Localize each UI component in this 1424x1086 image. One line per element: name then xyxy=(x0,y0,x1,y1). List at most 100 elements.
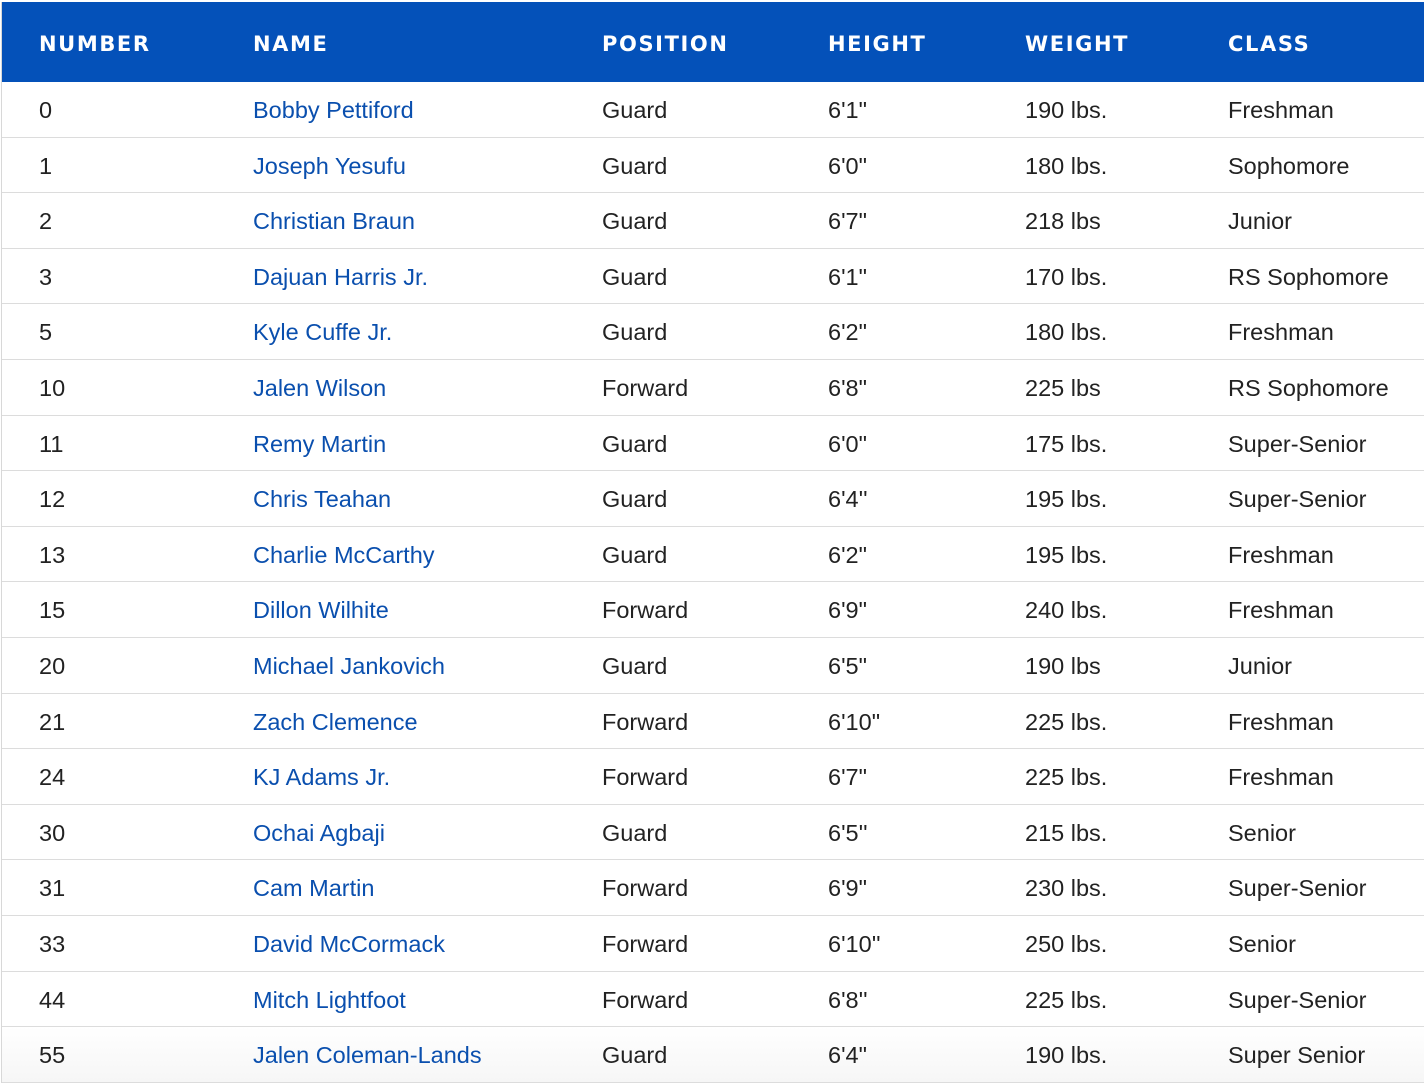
cell-weight: 218 lbs xyxy=(1025,208,1101,235)
cell-weight: 225 lbs xyxy=(1025,374,1101,401)
cell-weight: 215 lbs. xyxy=(1025,819,1108,846)
cell-height: 6'8" xyxy=(828,374,867,401)
cell-number: 31 xyxy=(39,875,66,902)
column-header-weight: WEIGHT xyxy=(1025,32,1130,56)
cell-position: Guard xyxy=(602,319,668,346)
cell-height: 6'7" xyxy=(828,764,867,791)
cell-position: Forward xyxy=(602,986,689,1013)
player-name-link[interactable]: Cam Martin xyxy=(253,875,375,902)
cell-weight: 240 lbs. xyxy=(1025,597,1108,624)
player-name-link[interactable]: Remy Martin xyxy=(253,430,387,457)
table-header: NUMBER NAME POSITION HEIGHT WEIGHT CLASS xyxy=(2,2,1424,82)
cell-class: Freshman xyxy=(1228,764,1334,791)
player-name-link[interactable]: Ochai Agbaji xyxy=(253,819,385,846)
cell-class: Super-Senior xyxy=(1228,986,1367,1013)
cell-class: Super-Senior xyxy=(1228,486,1367,513)
table-row: 30 Ochai Agbaji Guard 6'5'' 215 lbs. Senior xyxy=(2,805,1424,861)
player-name-link[interactable]: Chris Teahan xyxy=(253,486,392,513)
cell-position: Guard xyxy=(602,97,668,123)
cell-class: Super Senior xyxy=(1228,1042,1366,1069)
cell-position: Forward xyxy=(602,708,689,735)
cell-number: 13 xyxy=(39,541,66,568)
player-name-link[interactable]: Jalen Coleman-Lands xyxy=(253,1042,482,1069)
cell-number: 30 xyxy=(39,819,66,846)
table-row: 31 Cam Martin Forward 6'9" 230 lbs. Super-Sen… xyxy=(2,860,1424,916)
cell-height: 6'0" xyxy=(828,430,867,457)
player-name-link[interactable]: Joseph Yesufu xyxy=(253,152,406,179)
cell-position: Forward xyxy=(602,930,689,957)
cell-position: Guard xyxy=(602,152,668,179)
player-name-link[interactable]: Zach Clemence xyxy=(253,708,418,735)
cell-height: 6'7" xyxy=(828,208,867,235)
player-name-link[interactable]: Bobby Pettiford xyxy=(253,97,414,123)
player-name-link[interactable]: Michael Jankovich xyxy=(253,652,446,679)
player-name-link[interactable]: Mitch Lightfoot xyxy=(253,986,406,1013)
cell-height: 6'4'' xyxy=(828,486,868,513)
cell-number: 11 xyxy=(39,430,64,457)
cell-number: 33 xyxy=(39,930,66,957)
cell-weight: 190 lbs xyxy=(1025,652,1101,679)
column-header-number: NUMBER xyxy=(39,32,151,56)
cell-class: Senior xyxy=(1228,930,1296,957)
cell-class: Freshman xyxy=(1228,541,1334,568)
table-row: 0 Bobby Pettiford Guard 6'1" 190 lbs. Freshma… xyxy=(2,82,1424,138)
cell-height: 6'2" xyxy=(828,541,867,568)
cell-class: Freshman xyxy=(1228,97,1334,123)
cell-class: Senior xyxy=(1228,819,1296,846)
cell-weight: 225 lbs. xyxy=(1025,764,1108,791)
player-name-link[interactable]: Kyle Cuffe Jr. xyxy=(253,319,393,346)
column-header-class: CLASS xyxy=(1228,32,1311,56)
cell-class: Super-Senior xyxy=(1228,430,1367,457)
cell-class: Freshman xyxy=(1228,708,1334,735)
cell-position: Guard xyxy=(602,486,668,513)
table-row: 15 Dillon Wilhite Forward 6'9" 240 lbs. Fresh… xyxy=(2,582,1424,638)
cell-weight: 170 lbs. xyxy=(1025,263,1108,290)
cell-position: Guard xyxy=(602,208,668,235)
cell-weight: 225 lbs. xyxy=(1025,708,1108,735)
table-body: 0 Bobby Pettiford Guard 6'1" 190 lbs. Freshma… xyxy=(2,82,1424,1083)
cell-number: 12 xyxy=(39,486,66,513)
cell-height: 6'9" xyxy=(828,875,867,902)
cell-class: Freshman xyxy=(1228,319,1334,346)
player-name-link[interactable]: Christian Braun xyxy=(253,208,415,235)
player-name-link[interactable]: Charlie McCarthy xyxy=(253,541,435,568)
table-row: 21 Zach Clemence Forward 6'10" 225 lbs. Fresh… xyxy=(2,694,1424,750)
cell-class: Sophomore xyxy=(1228,152,1350,179)
cell-weight: 225 lbs. xyxy=(1025,986,1108,1013)
cell-number: 55 xyxy=(39,1042,66,1069)
table-row: 13 Charlie McCarthy Guard 6'2" 195 lbs. Fresh… xyxy=(2,527,1424,583)
player-name-link[interactable]: Dillon Wilhite xyxy=(253,597,389,624)
cell-height: 6'5'' xyxy=(828,819,868,846)
cell-number: 24 xyxy=(39,764,66,791)
table-row: 1 Joseph Yesufu Guard 6'0" 180 lbs. Sophomore xyxy=(2,138,1424,194)
player-name-link[interactable]: KJ Adams Jr. xyxy=(253,764,391,791)
cell-position: Guard xyxy=(602,430,668,457)
player-name-link[interactable]: Dajuan Harris Jr. xyxy=(253,263,428,290)
cell-height: 6'1" xyxy=(828,97,867,123)
player-name-link[interactable]: Jalen Wilson xyxy=(253,374,387,401)
cell-weight: 175 lbs. xyxy=(1025,430,1108,457)
table-row: 2 Christian Braun Guard 6'7" 218 lbs Junior xyxy=(2,193,1424,249)
cell-weight: 230 lbs. xyxy=(1025,875,1108,902)
cell-class: Super-Senior xyxy=(1228,875,1367,902)
cell-weight: 180 lbs. xyxy=(1025,152,1108,179)
cell-class: RS Sophomore xyxy=(1228,263,1389,290)
table-row: 20 Michael Jankovich Guard 6'5" 190 lbs Junio… xyxy=(2,638,1424,694)
cell-weight: 250 lbs. xyxy=(1025,930,1108,957)
cell-class: Freshman xyxy=(1228,597,1334,624)
cell-number: 5 xyxy=(39,319,53,346)
table-row: 10 Jalen Wilson Forward 6'8" 225 lbs RS Sopho… xyxy=(2,360,1424,416)
cell-height: 6'5" xyxy=(828,652,867,679)
cell-number: 1 xyxy=(39,152,53,179)
cell-height: 6'1" xyxy=(828,263,867,290)
cell-number: 21 xyxy=(39,708,66,735)
table-row: 24 KJ Adams Jr. Forward 6'7" 225 lbs. Freshma… xyxy=(2,749,1424,805)
cell-number: 20 xyxy=(39,652,66,679)
table-row: 11 Remy Martin Guard 6'0" 175 lbs. Super-Seni… xyxy=(2,416,1424,472)
cell-position: Guard xyxy=(602,263,668,290)
cell-number: 3 xyxy=(39,263,53,290)
cell-class: Junior xyxy=(1228,208,1293,235)
cell-number: 15 xyxy=(39,597,66,624)
player-name-link[interactable]: David McCormack xyxy=(253,930,445,957)
table-row: 5 Kyle Cuffe Jr. Guard 6'2" 180 lbs. Freshman xyxy=(2,304,1424,360)
